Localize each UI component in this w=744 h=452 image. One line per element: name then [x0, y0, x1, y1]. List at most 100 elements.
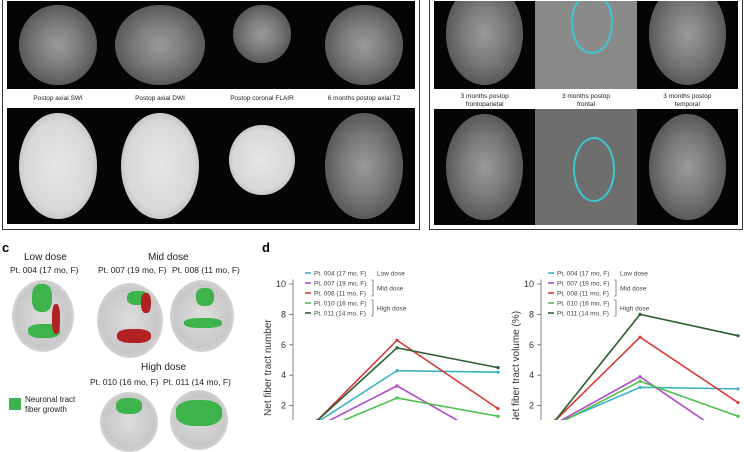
caption: 3 months postop frontoparietal — [460, 93, 509, 108]
tractography-brain — [170, 390, 228, 450]
legend-label: Pt. 011 (14 mo, F) — [314, 311, 366, 318]
data-point — [395, 338, 399, 342]
y-tick-label: 8 — [529, 309, 534, 319]
mri-image — [636, 109, 738, 225]
data-point — [395, 396, 399, 400]
mri-image — [7, 1, 109, 89]
y-tick-label: 2 — [281, 401, 286, 411]
series-line — [554, 313, 739, 420]
legend-bracket — [371, 299, 374, 317]
mri-row-top — [434, 1, 738, 89]
mri-image — [535, 1, 637, 89]
panel-label-c: c — [2, 240, 10, 255]
data-point — [736, 400, 740, 405]
legend-group-label: Low dose — [377, 271, 405, 278]
legend-label: Pt. 007 (19 mo, F) — [557, 281, 609, 288]
tractography-brain — [12, 280, 74, 352]
series-line — [560, 375, 705, 420]
legend-label: Pt. 008 (11 mo, F) — [314, 291, 366, 298]
y-axis-label: Net fiber tract volume (%) — [511, 311, 522, 420]
legend-group-label: High dose — [377, 306, 407, 313]
series-line — [319, 369, 499, 420]
legend-label: Pt. 004 (17 mo, F) — [314, 271, 366, 278]
data-point — [638, 335, 642, 339]
mri-image — [636, 1, 738, 89]
series-line — [561, 386, 739, 420]
series-line — [342, 397, 499, 420]
legend-label-growth: Neuronal tract fiber growth — [25, 395, 76, 414]
data-point — [496, 370, 500, 374]
y-axis-label: Net fiber tract number — [263, 319, 274, 416]
legend-swatch-growth — [9, 398, 21, 410]
mri-row-top — [7, 1, 415, 89]
series-line — [554, 336, 739, 420]
data-point — [638, 312, 642, 316]
data-point — [736, 414, 740, 418]
data-point — [638, 385, 642, 389]
y-tick-label: 8 — [281, 309, 286, 319]
y-tick-label: 4 — [281, 370, 286, 380]
mri-image — [434, 109, 536, 225]
legend-label: Pt. 010 (16 mo, F) — [557, 301, 609, 308]
patient-label: Pt. 007 (19 mo, F) — [98, 265, 167, 275]
panel-a-mri: Postop axial SWI Postop axial DWI Postop… — [2, 0, 420, 230]
group-high-dose: High dose — [141, 362, 187, 373]
data-point — [395, 346, 399, 350]
patient-label: Pt. 011 (14 mo, F) — [163, 377, 231, 387]
series-line — [563, 380, 739, 420]
patient-label: Pt. 008 (11 mo, F) — [172, 265, 240, 275]
legend-bracket — [614, 299, 617, 317]
legend-group-label: Mid dose — [377, 286, 404, 293]
legend-bracket — [371, 279, 374, 297]
y-tick-label: 6 — [281, 340, 286, 350]
y-tick-label: 6 — [529, 340, 534, 350]
caption: 3 months postop frontal — [561, 93, 611, 108]
group-low-dose: Low dose — [24, 252, 67, 263]
caption: Postop axial SWI — [33, 95, 83, 102]
patient-label: Pt. 010 (16 mo, F) — [90, 377, 159, 387]
highlight-circle — [570, 1, 614, 54]
tractography-brain — [97, 283, 163, 358]
y-tick-label: 10 — [524, 279, 534, 289]
caption: 3 months postop temporal — [663, 93, 712, 108]
data-point — [736, 334, 740, 338]
mri-image — [211, 108, 313, 224]
caption: Postop coronal FLAIR — [230, 95, 294, 102]
mri-row-bottom — [7, 108, 415, 224]
legend-label: Pt. 004 (17 mo, F) — [557, 271, 609, 278]
data-point — [395, 384, 399, 388]
data-point — [638, 375, 642, 379]
group-mid-dose: Mid dose — [148, 252, 189, 263]
mri-image — [7, 108, 109, 224]
tractography-brain — [100, 392, 158, 452]
mri-image — [109, 108, 211, 224]
mri-image — [109, 1, 211, 89]
legend-group-label: High dose — [620, 306, 650, 313]
series-line — [316, 339, 499, 420]
legend-group-label: Mid dose — [620, 286, 647, 293]
legend-group-label: Low dose — [620, 271, 648, 278]
mri-image — [313, 1, 415, 89]
mri-image — [211, 1, 313, 89]
data-point — [496, 366, 500, 370]
y-tick-label: 10 — [276, 279, 286, 289]
caption: Postop axial DWI — [135, 95, 185, 102]
panel-label-d: d — [262, 240, 270, 255]
mri-row-bottom — [434, 109, 738, 225]
data-point — [395, 369, 399, 373]
data-point — [736, 387, 740, 391]
legend-label: Pt. 011 (14 mo, F) — [557, 311, 609, 318]
mri-image — [434, 1, 536, 89]
data-point — [496, 414, 500, 418]
tractography-brain — [170, 280, 234, 352]
legend-label: Pt. 010 (16 mo, F) — [314, 301, 366, 308]
mri-captions: 3 months postop frontoparietal 3 months p… — [434, 93, 738, 109]
series-line — [316, 346, 499, 420]
panel-b-mri: 3 months postop frontoparietal 3 months p… — [429, 0, 743, 230]
legend-bracket — [614, 279, 617, 297]
y-tick-label: 4 — [529, 370, 534, 380]
patient-label: Pt. 004 (17 mo, F) — [10, 265, 79, 275]
legend-label: Pt. 007 (19 mo, F) — [314, 281, 366, 288]
y-tick-label: 2 — [529, 401, 534, 411]
series-line — [328, 384, 459, 420]
